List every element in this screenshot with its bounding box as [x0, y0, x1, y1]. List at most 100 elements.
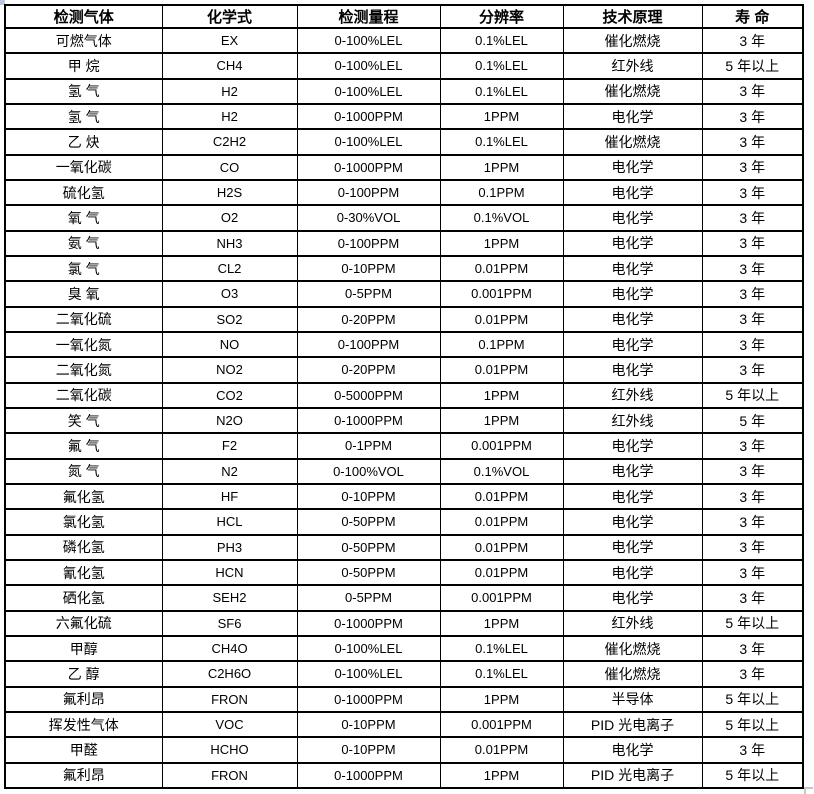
- cell-lifespan: 3 年: [701, 558, 804, 587]
- cell-gas-name: 氯 气: [4, 254, 163, 283]
- cell-principle: 红外线: [562, 609, 703, 637]
- cell-gas-name: 二氧化硫: [4, 305, 163, 333]
- cell-lifespan: 5 年以上: [701, 710, 804, 739]
- table-row: 氟利昂 FRON 0-1000PPM 1PPM PID 光电离子 5 年以上: [4, 761, 804, 790]
- cell-resolution: 1PPM: [439, 406, 564, 435]
- cell-range: 0-1000PPM: [296, 685, 441, 713]
- table-row: 乙 炔 C2H2 0-100%LEL 0.1%LEL 催化燃烧 3 年: [4, 128, 804, 156]
- cell-gas-name: 氟 气: [4, 432, 163, 460]
- cell-resolution: 0.1%VOL: [439, 457, 564, 485]
- cell-range: 0-10PPM: [296, 482, 441, 511]
- cell-range: 0-5PPM: [296, 584, 441, 612]
- cell-principle: PID 光电离子: [562, 710, 703, 739]
- table-row: 乙 醇 C2H6O 0-100%LEL 0.1%LEL 催化燃烧 3 年: [4, 660, 804, 688]
- cell-formula: SO2: [161, 305, 298, 333]
- table-row: 氮 气 N2 0-100%VOL 0.1%VOL 电化学 3 年: [4, 457, 804, 485]
- cell-resolution: 0.001PPM: [439, 710, 564, 739]
- cell-lifespan: 3 年: [701, 356, 804, 384]
- cell-gas-name: 氮 气: [4, 457, 163, 485]
- cell-lifespan: 3 年: [701, 533, 804, 561]
- table-row: 一氧化氮 NO 0-100PPM 0.1PPM 电化学 3 年: [4, 330, 804, 359]
- cell-formula: H2: [161, 102, 298, 131]
- cell-formula: PH3: [161, 533, 298, 561]
- gas-table-header-row: 检测气体 化学式 检测量程 分辨率 技术原理寿 命: [4, 4, 804, 29]
- cell-formula: SF6: [161, 609, 298, 637]
- cell-lifespan: 5 年以上: [701, 609, 804, 637]
- table-row: 六氟化硫 SF6 0-1000PPM 1PPM 红外线 5 年以上: [4, 609, 804, 637]
- cell-principle: 电化学: [562, 457, 703, 485]
- table-row: 氯 气 CL2 0-10PPM 0.01PPM 电化学 3 年: [4, 254, 804, 283]
- cell-formula: HCL: [161, 508, 298, 536]
- cell-resolution: 0.01PPM: [439, 508, 564, 536]
- cell-lifespan: 5 年: [701, 406, 804, 435]
- table-row: 可燃气体 EX 0-100%LEL 0.1%LEL 催化燃烧 3 年: [4, 26, 804, 55]
- cell-lifespan: 3 年: [701, 457, 804, 485]
- cell-formula: CO2: [161, 381, 298, 409]
- cell-gas-name: 甲醛: [4, 736, 163, 764]
- cell-range: 0-1000PPM: [296, 102, 441, 131]
- table-row: 氟利昂 FRON 0-1000PPM 1PPM 半导体 5 年以上: [4, 685, 804, 713]
- cell-formula: NO: [161, 330, 298, 359]
- cell-lifespan: 5 年以上: [701, 685, 804, 713]
- cell-range: 0-20PPM: [296, 305, 441, 333]
- table-row: 硫化氢 H2S 0-100PPM 0.1PPM 电化学 3 年: [4, 178, 804, 207]
- cell-range: 0-100%LEL: [296, 77, 441, 105]
- cell-resolution: 0.01PPM: [439, 736, 564, 764]
- cell-principle: 电化学: [562, 204, 703, 232]
- cell-gas-name: 可燃气体: [4, 26, 163, 55]
- cell-resolution: 0.01PPM: [439, 558, 564, 587]
- gas-spec-table: 检测气体 化学式 检测量程 分辨率 技术原理寿 命 可燃气体 EX 0-100%LEL 0.1…: [4, 4, 804, 790]
- gas-table-body: 可燃气体 EX 0-100%LEL 0.1%LEL 催化燃烧 3 年甲 烷 CH4 0-100…: [4, 26, 804, 790]
- cell-gas-name: 臭 氧: [4, 280, 163, 308]
- cell-lifespan: 3 年: [701, 330, 804, 359]
- cell-lifespan: 3 年: [701, 178, 804, 207]
- resize-handle-artifact: [804, 787, 813, 794]
- column-header-lifespan: 寿 命: [701, 4, 804, 29]
- table-row: 磷化氢 PH3 0-50PPM 0.01PPM 电化学 3 年: [4, 533, 804, 561]
- cell-formula: HF: [161, 482, 298, 511]
- cell-gas-name: 氟利昂: [4, 761, 163, 790]
- cell-lifespan: 3 年: [701, 77, 804, 105]
- cell-range: 0-50PPM: [296, 558, 441, 587]
- cell-gas-name: 笑 气: [4, 406, 163, 435]
- cell-principle: 电化学: [562, 330, 703, 359]
- table-row: 氟 气 F2 0-1PPM 0.001PPM 电化学 3 年: [4, 432, 804, 460]
- cell-principle: 催化燃烧: [562, 128, 703, 156]
- cell-principle: 电化学: [562, 153, 703, 181]
- cell-lifespan: 3 年: [701, 254, 804, 283]
- cell-resolution: 0.1PPM: [439, 178, 564, 207]
- cell-formula: NH3: [161, 229, 298, 257]
- cell-lifespan: 3 年: [701, 204, 804, 232]
- cell-range: 0-100%LEL: [296, 128, 441, 156]
- cell-gas-name: 氰化氢: [4, 558, 163, 587]
- cell-gas-name: 甲 烷: [4, 52, 163, 80]
- cell-lifespan: 5 年以上: [701, 381, 804, 409]
- cell-lifespan: 3 年: [701, 482, 804, 511]
- table-row: 氧 气 O2 0-30%VOL 0.1%VOL 电化学 3 年: [4, 204, 804, 232]
- table-row: 一氧化碳 CO 0-1000PPM 1PPM 电化学 3 年: [4, 153, 804, 181]
- cell-formula: N2O: [161, 406, 298, 435]
- table-row: 硒化氢 SEH2 0-5PPM 0.001PPM 电化学 3 年: [4, 584, 804, 612]
- table-row: 挥发性气体 VOC 0-10PPM 0.001PPM PID 光电离子 5 年以上: [4, 710, 804, 739]
- cell-range: 0-30%VOL: [296, 204, 441, 232]
- cell-formula: HCN: [161, 558, 298, 587]
- cell-lifespan: 3 年: [701, 102, 804, 131]
- cell-principle: 电化学: [562, 432, 703, 460]
- cell-formula: C2H2: [161, 128, 298, 156]
- cell-gas-name: 硫化氢: [4, 178, 163, 207]
- cell-formula: CO: [161, 153, 298, 181]
- cell-lifespan: 3 年: [701, 128, 804, 156]
- cell-principle: 催化燃烧: [562, 77, 703, 105]
- cell-resolution: 1PPM: [439, 229, 564, 257]
- cell-gas-name: 氟化氢: [4, 482, 163, 511]
- cell-lifespan: 3 年: [701, 736, 804, 764]
- cell-formula: H2: [161, 77, 298, 105]
- column-header-principle: 技术原理: [562, 4, 703, 29]
- cell-resolution: 1PPM: [439, 381, 564, 409]
- cell-resolution: 0.1%VOL: [439, 204, 564, 232]
- cell-formula: N2: [161, 457, 298, 485]
- cell-formula: O3: [161, 280, 298, 308]
- cell-formula: NO2: [161, 356, 298, 384]
- cell-principle: 红外线: [562, 381, 703, 409]
- cell-formula: O2: [161, 204, 298, 232]
